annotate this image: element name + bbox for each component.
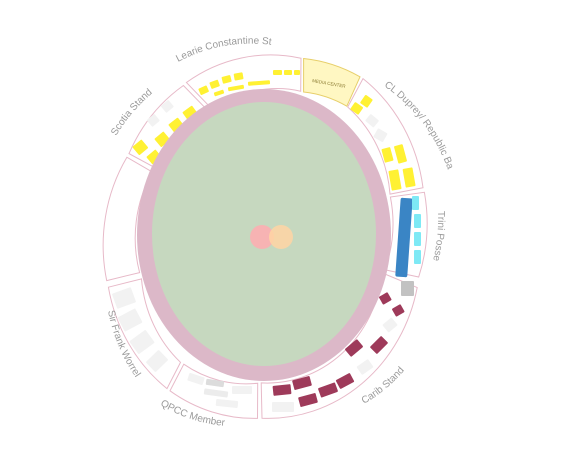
seat-block[interactable]	[414, 250, 421, 264]
seat-block[interactable]	[356, 359, 374, 375]
seat-block[interactable]	[132, 139, 149, 156]
seat-block[interactable]	[370, 336, 388, 354]
seat-block[interactable]	[345, 339, 364, 357]
seat-block[interactable]	[273, 70, 282, 75]
seat-block[interactable]	[187, 372, 205, 386]
media-center-label: MEDIA CENTER	[312, 78, 347, 89]
seat-block[interactable]	[360, 95, 373, 108]
seat-block[interactable]	[112, 287, 136, 309]
seat-block[interactable]	[414, 214, 421, 228]
seat-block[interactable]	[350, 102, 363, 115]
seat-blocks-sir-frank-worrell	[112, 287, 168, 372]
seat-block[interactable]	[412, 196, 419, 210]
seat-block[interactable]	[161, 100, 174, 113]
pitch-marker-left	[250, 225, 274, 249]
seat-blocks-cl-duprey	[350, 95, 416, 191]
seat-block[interactable]	[365, 114, 379, 128]
seat-block[interactable]	[215, 398, 239, 409]
seat-block[interactable]	[233, 72, 244, 81]
seat-blocks-carib	[272, 292, 405, 412]
seat-block[interactable]	[203, 388, 229, 398]
seat-block[interactable]	[382, 317, 398, 333]
seat-block[interactable]	[117, 308, 143, 332]
seat-block[interactable]	[379, 292, 392, 305]
seat-block[interactable]	[284, 70, 292, 75]
seat-block[interactable]	[381, 147, 394, 163]
seat-block[interactable]	[146, 350, 169, 373]
seat-block[interactable]	[335, 373, 355, 389]
seat-block[interactable]	[401, 281, 414, 296]
seat-block[interactable]	[198, 85, 209, 95]
seat-block[interactable]	[213, 89, 225, 97]
seat-blocks-qpcc	[187, 372, 252, 409]
seat-block[interactable]	[373, 128, 388, 142]
seat-block[interactable]	[318, 382, 338, 398]
seat-block[interactable]	[247, 80, 271, 86]
stand-label-trini-posse: Trini Posse	[430, 211, 446, 263]
seat-block[interactable]	[129, 330, 155, 355]
seat-block[interactable]	[298, 393, 318, 407]
seat-block[interactable]	[414, 232, 421, 246]
seat-block[interactable]	[227, 84, 245, 92]
sector-media-center[interactable]	[303, 57, 361, 107]
seat-block[interactable]	[232, 386, 252, 394]
seat-block[interactable]	[292, 376, 312, 390]
seat-block[interactable]	[395, 197, 413, 278]
seat-block[interactable]	[272, 384, 292, 396]
seat-block[interactable]	[394, 144, 407, 164]
seat-block[interactable]	[294, 70, 300, 75]
seat-block[interactable]	[402, 167, 416, 188]
seat-block[interactable]	[272, 402, 294, 412]
seat-block[interactable]	[209, 79, 220, 89]
seat-block[interactable]	[147, 114, 160, 127]
stand-label-trini-posse-text: Trini Posse	[430, 211, 446, 263]
seat-block[interactable]	[392, 304, 405, 317]
sector-open-west[interactable]	[102, 156, 154, 282]
pitch-marker-right	[269, 225, 293, 249]
seat-block[interactable]	[388, 169, 402, 191]
seat-blocks-trini-posse	[395, 196, 421, 296]
seat-block[interactable]	[205, 378, 225, 388]
seat-block[interactable]	[146, 149, 162, 165]
seat-block[interactable]	[221, 75, 232, 84]
